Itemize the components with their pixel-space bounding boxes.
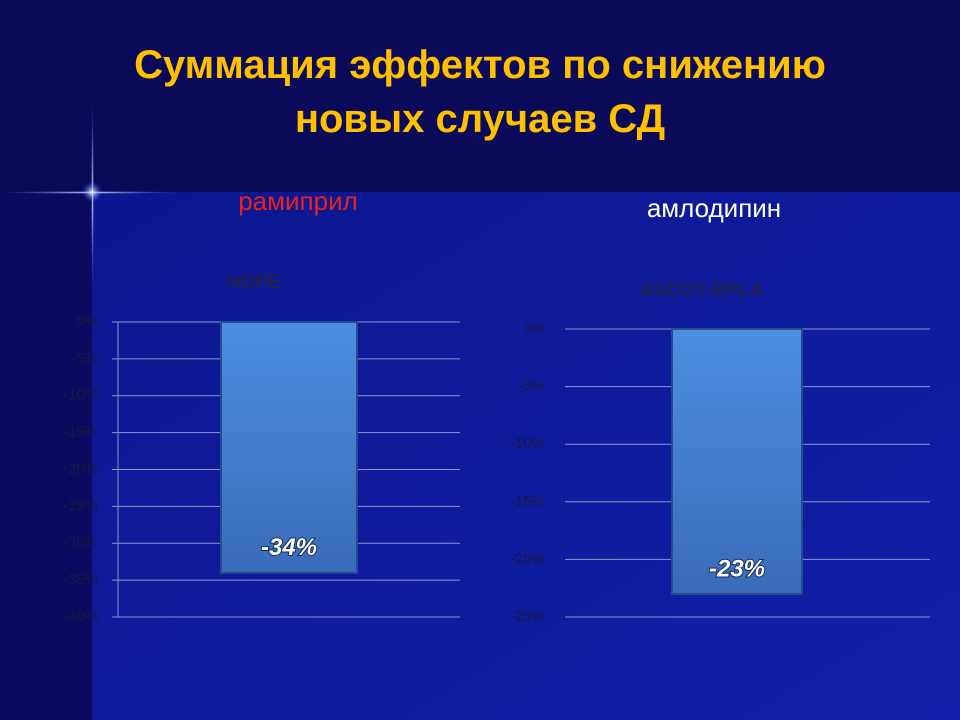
value-label: -34% [261,534,317,561]
header-band [0,0,960,192]
chart-title: ASCOT-BPLA [640,280,764,301]
flare [82,182,102,202]
drug-label: амлодипин [647,193,781,223]
y-tick-label: -40% [63,608,98,625]
y-tick-label: -15% [63,424,98,441]
left-band [0,192,92,720]
y-tick-label: 0% [76,313,98,330]
y-tick-label: -5% [71,350,98,367]
y-tick-label: -25% [510,608,545,625]
y-tick-label: 0% [523,320,545,337]
chart-title: HOPE [227,272,281,293]
y-tick-label: -20% [63,460,98,477]
y-tick-label: -5% [518,378,545,395]
bar [671,328,803,595]
drug-label: рамиприл [238,186,358,216]
bar [220,321,358,574]
y-tick-label: -25% [63,497,98,514]
y-tick-label: -30% [63,534,98,551]
y-tick-label: -20% [510,550,545,567]
y-tick-label: -15% [510,493,545,510]
y-tick-label: -10% [63,387,98,404]
y-tick-label: -35% [63,571,98,588]
value-label: -23% [709,555,765,582]
y-tick-label: -10% [510,435,545,452]
slide-title: Суммация эффектов по снижению новых случ… [134,43,826,141]
